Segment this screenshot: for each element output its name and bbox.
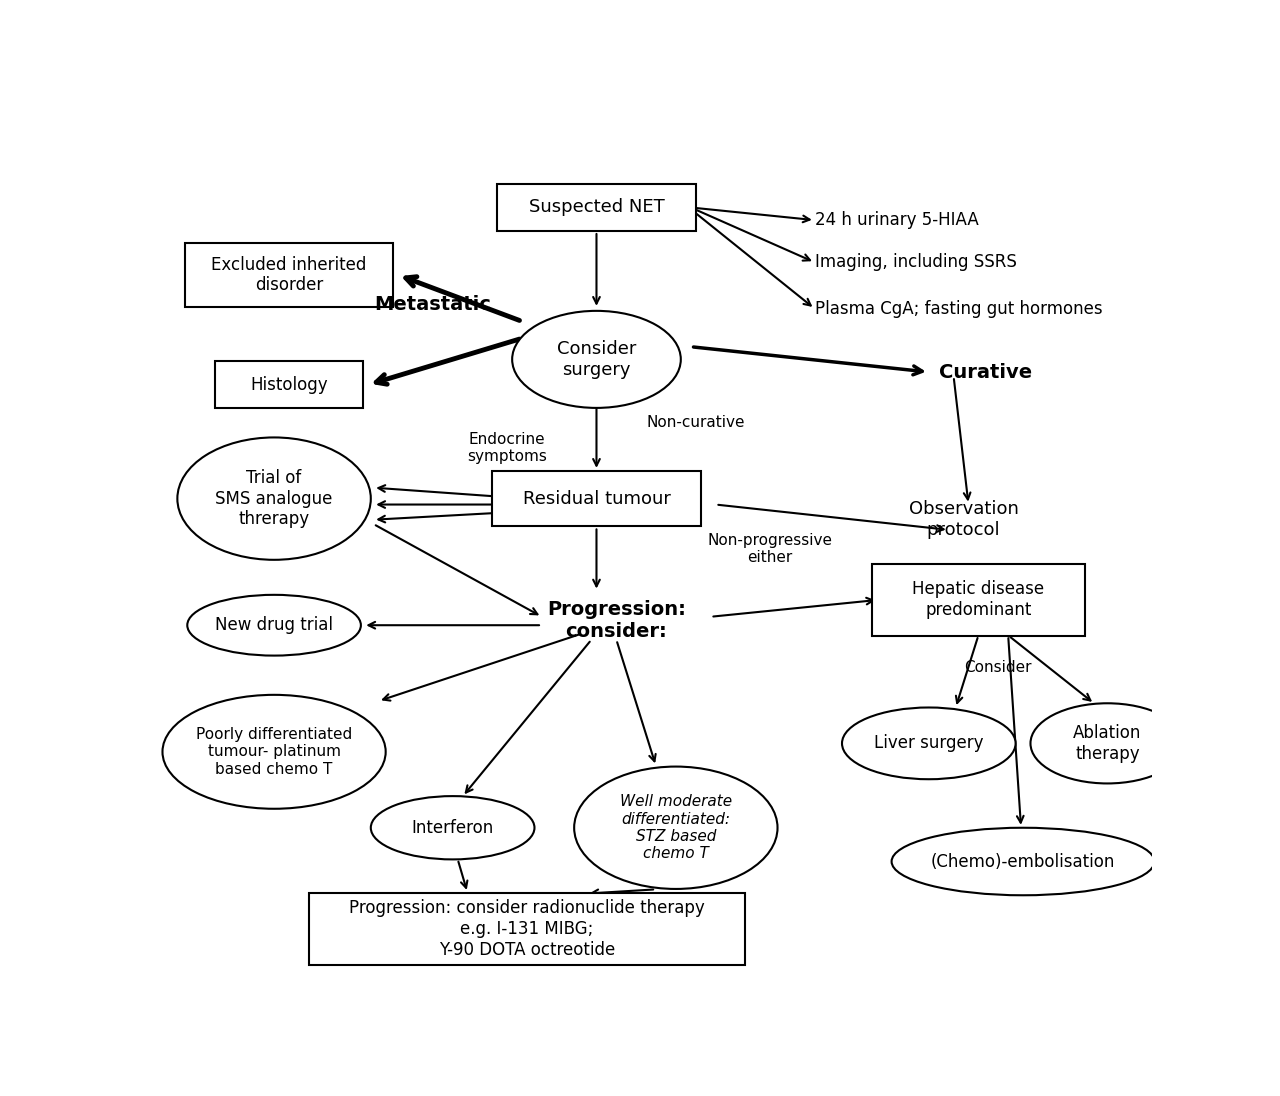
Text: (Chemo)-embolisation: (Chemo)-embolisation — [931, 853, 1115, 870]
Text: Poorly differentiated
tumour- platinum
based chemo T: Poorly differentiated tumour- platinum b… — [196, 727, 352, 777]
FancyBboxPatch shape — [493, 471, 700, 526]
Ellipse shape — [178, 437, 371, 560]
Ellipse shape — [892, 827, 1155, 895]
Text: Consider
surgery: Consider surgery — [557, 340, 636, 379]
Text: Non-progressive
either: Non-progressive either — [708, 533, 832, 566]
Text: Interferon: Interferon — [411, 819, 494, 836]
FancyBboxPatch shape — [215, 362, 364, 408]
Text: Curative: Curative — [938, 363, 1032, 381]
Text: Consider: Consider — [965, 660, 1032, 675]
Ellipse shape — [371, 796, 535, 859]
Text: New drug trial: New drug trial — [215, 616, 333, 635]
FancyBboxPatch shape — [184, 243, 393, 307]
Text: Excluded inherited
disorder: Excluded inherited disorder — [211, 255, 366, 295]
Text: Observation
protocol: Observation protocol — [909, 500, 1019, 539]
Text: Non-curative: Non-curative — [646, 415, 745, 430]
Ellipse shape — [187, 595, 361, 655]
FancyBboxPatch shape — [497, 184, 696, 230]
Text: Metastatic: Metastatic — [374, 295, 492, 315]
Text: Well moderate
differentiated:
STZ based
chemo T: Well moderate differentiated: STZ based … — [620, 795, 732, 861]
Text: Liver surgery: Liver surgery — [874, 734, 983, 752]
Text: Trial of
SMS analogue
threrapy: Trial of SMS analogue threrapy — [215, 469, 333, 528]
Text: Hepatic disease
predominant: Hepatic disease predominant — [913, 581, 1044, 619]
Text: Endocrine
symptoms: Endocrine symptoms — [467, 432, 547, 465]
Text: Plasma CgA; fasting gut hormones: Plasma CgA; fasting gut hormones — [815, 299, 1102, 318]
FancyBboxPatch shape — [308, 893, 745, 964]
Ellipse shape — [163, 695, 385, 809]
Ellipse shape — [575, 766, 777, 889]
Text: Residual tumour: Residual tumour — [522, 490, 671, 507]
Text: Suspected NET: Suspected NET — [529, 198, 664, 217]
Text: Ablation
therapy: Ablation therapy — [1073, 724, 1142, 763]
FancyBboxPatch shape — [872, 564, 1085, 636]
Text: 24 h urinary 5-HIAA: 24 h urinary 5-HIAA — [815, 212, 978, 229]
Text: Histology: Histology — [250, 376, 328, 393]
Ellipse shape — [512, 311, 681, 408]
Text: Progression:
consider:: Progression: consider: — [547, 601, 686, 641]
Text: Progression: consider radionuclide therapy
e.g. I-131 MIBG;
Y-90 DOTA octreotide: Progression: consider radionuclide thera… — [349, 899, 705, 959]
Ellipse shape — [842, 708, 1015, 779]
Text: Imaging, including SSRS: Imaging, including SSRS — [815, 253, 1016, 272]
Ellipse shape — [1030, 704, 1184, 784]
